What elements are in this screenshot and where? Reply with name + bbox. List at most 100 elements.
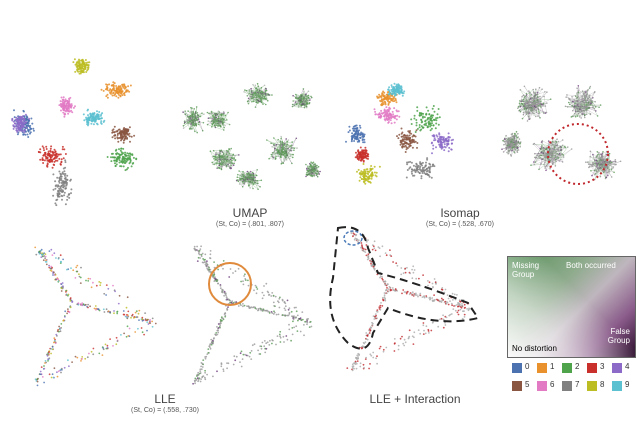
distortion-edge (254, 94, 257, 96)
class-point (114, 137, 117, 140)
distortion-edge (192, 114, 198, 123)
distortion-edge (260, 86, 263, 89)
class-point (68, 193, 71, 196)
distortion-edge (253, 92, 255, 95)
distortion-edge (215, 153, 217, 156)
class-point (363, 168, 366, 171)
distortion-edge (240, 177, 254, 180)
distortion-edge (527, 103, 534, 113)
distortion-edge (556, 144, 558, 147)
distortion-edge (252, 177, 255, 179)
class-point (389, 115, 392, 118)
distortion-edge (578, 116, 581, 118)
class-point (14, 122, 17, 125)
distortion-edge (237, 176, 254, 181)
distortion-edge (218, 119, 221, 121)
distortion-edge (548, 152, 559, 155)
distortion-edge (598, 106, 600, 108)
class-point (415, 124, 418, 127)
class-point (411, 146, 414, 149)
class-point (66, 108, 69, 111)
distortion-edge (282, 151, 285, 154)
class-point (438, 133, 441, 136)
distortion-edge (535, 147, 544, 163)
distortion-edge (201, 112, 203, 114)
distortion-edge (311, 166, 319, 173)
distortion-edge (542, 148, 547, 152)
distortion-edge (266, 139, 292, 151)
umap-class-scatter (2, 46, 164, 216)
class-point (433, 119, 436, 121)
distortion-edge (529, 108, 539, 117)
distortion-edge (252, 91, 266, 95)
class-point (115, 87, 118, 89)
distortion-edge (203, 113, 205, 115)
distortion-edge (188, 116, 190, 118)
distortion-edge (230, 167, 232, 169)
distortion-edge (583, 109, 586, 112)
distortion-edge (523, 104, 525, 106)
class-point (359, 126, 362, 129)
distortion-edge (579, 106, 582, 108)
distortion-edge (529, 97, 532, 100)
distortion-edge (255, 87, 262, 99)
distortion-edge (303, 106, 306, 109)
class-point (60, 96, 63, 99)
class-point (442, 136, 445, 139)
distortion-edge (292, 100, 294, 102)
distortion-edge (243, 91, 245, 93)
distortion-edge (264, 93, 267, 95)
class-point (410, 170, 413, 173)
distortion-edge (589, 103, 592, 106)
class-point (111, 94, 114, 97)
class-point (362, 178, 365, 181)
distortion-edge (522, 111, 525, 114)
distortion-edge (535, 88, 537, 90)
class-point (369, 169, 372, 172)
class-point (91, 112, 94, 115)
distortion-edge (539, 102, 542, 104)
distortion-edge (539, 117, 541, 119)
distortion-edge (583, 94, 585, 96)
class-point (13, 116, 16, 119)
class-point (128, 135, 131, 138)
distortion-edge (228, 148, 231, 151)
distortion-edge (293, 149, 295, 151)
distortion-edge (184, 113, 186, 115)
distortion-edge (224, 124, 226, 127)
distortion-edge (286, 153, 288, 155)
distortion-edge (227, 151, 230, 153)
class-point (52, 173, 55, 176)
class-point (126, 152, 129, 155)
distortion-edge (213, 121, 215, 124)
class-point (20, 122, 23, 125)
distortion-edge (526, 89, 543, 113)
distortion-edge (610, 168, 613, 171)
distortion-edge (577, 105, 580, 108)
distortion-edge (520, 100, 523, 103)
distortion-edge (313, 165, 315, 168)
distortion-edge (212, 111, 220, 122)
distortion-edge (227, 163, 229, 165)
distortion-edge (212, 149, 215, 152)
distortion-edge (546, 154, 548, 157)
class-point (427, 116, 430, 119)
distortion-edge (545, 148, 551, 158)
distortion-edge (219, 119, 221, 126)
distortion-edge (247, 171, 256, 184)
distortion-edge (213, 156, 223, 158)
class-point (49, 150, 52, 153)
distortion-edge (242, 179, 245, 181)
distortion-edge (248, 176, 251, 179)
distortion-edge (592, 106, 594, 109)
distortion-edge (583, 103, 585, 105)
distortion-edge (247, 171, 256, 183)
class-point (117, 96, 120, 99)
distortion-edge (295, 96, 304, 99)
distortion-edge (525, 106, 527, 109)
distortion-edge (562, 144, 564, 147)
class-point (405, 176, 408, 179)
distortion-edge (561, 139, 564, 141)
distortion-edge (307, 173, 309, 176)
distortion-edge (197, 112, 205, 115)
